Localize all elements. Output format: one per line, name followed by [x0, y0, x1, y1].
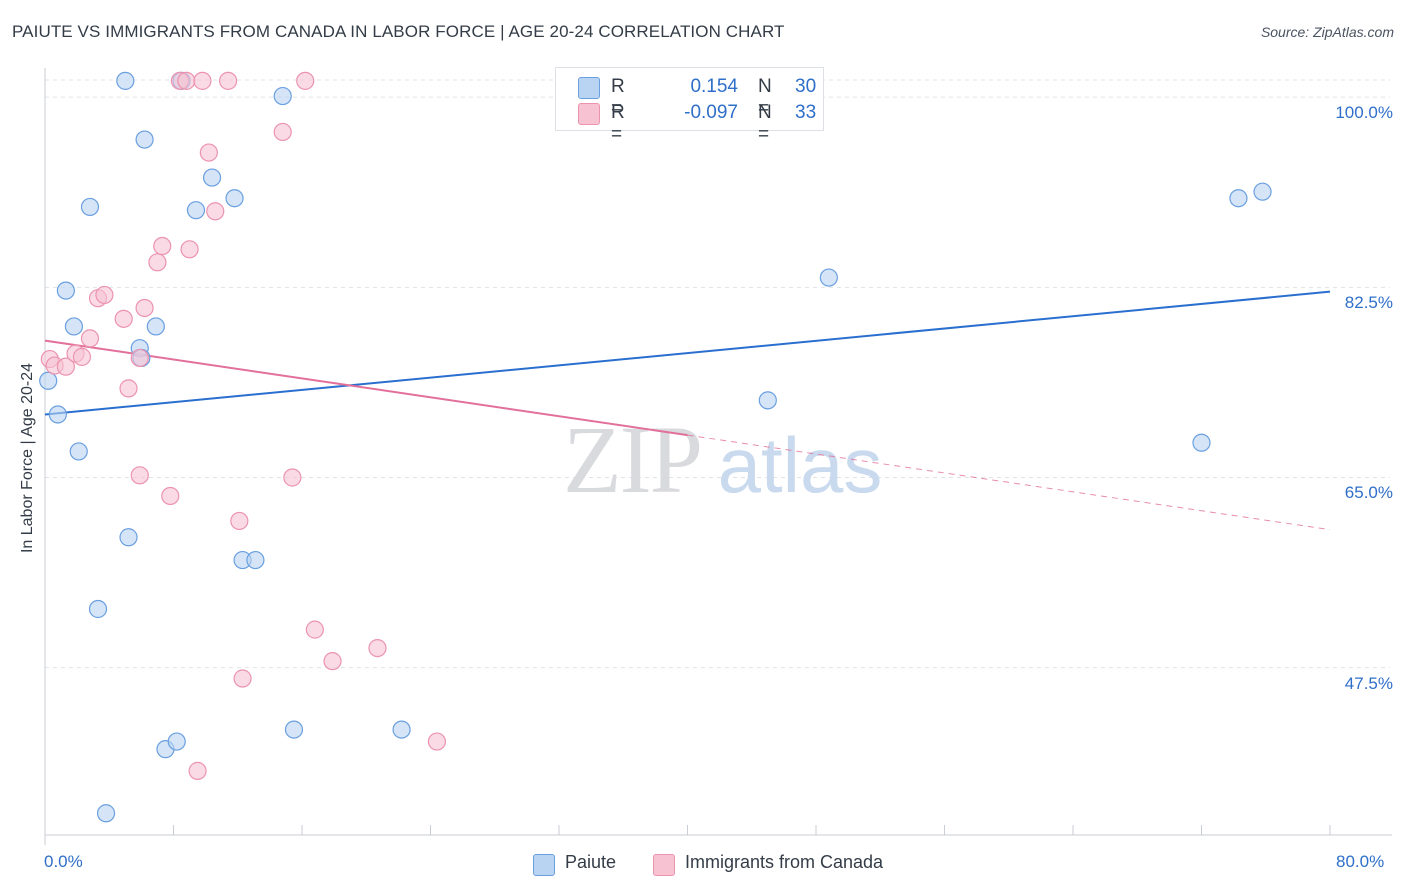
canada-swatch — [578, 103, 600, 125]
paiute-point[interactable] — [146, 317, 165, 336]
canada-point[interactable] — [56, 357, 75, 376]
r-label: R = — [611, 102, 625, 145]
canada-point[interactable] — [119, 379, 138, 398]
paiute-point[interactable] — [119, 528, 138, 547]
watermark: ZIP atlas — [563, 406, 882, 513]
trend-line-paiute — [44, 290, 1331, 416]
trend-lines — [44, 290, 1331, 531]
canada-point[interactable] — [130, 466, 149, 485]
canada-point[interactable] — [427, 732, 447, 751]
legend-label-paiute: Paiute — [565, 852, 617, 872]
canada-point[interactable] — [180, 240, 199, 259]
chart-title: PAIUTE VS IMMIGRANTS FROM CANADA IN LABO… — [12, 22, 785, 41]
trend-line-canada — [44, 339, 688, 437]
canada-swatch — [653, 854, 675, 876]
series-legend: Paiute Immigrants from Canada — [0, 852, 1406, 878]
y-tick-label: 65.0% — [1344, 483, 1393, 503]
canada-point[interactable] — [135, 298, 154, 318]
canada-point[interactable] — [153, 236, 172, 256]
n-value: 33 — [795, 102, 817, 123]
source-label: Source: ZipAtlas.com — [1260, 24, 1394, 40]
canada-point[interactable] — [148, 253, 167, 272]
paiute-point[interactable] — [56, 281, 75, 300]
paiute-point[interactable] — [392, 720, 411, 739]
axes — [44, 68, 1392, 845]
x-tick-label-min: 0.0% — [44, 852, 83, 871]
stats-legend: R = 0.154 N = 30 R = -0.097 N = 33 — [555, 67, 824, 145]
trend-line-canada-extension — [687, 434, 1331, 531]
paiute-point[interactable] — [284, 720, 304, 739]
paiute-point[interactable] — [202, 168, 222, 187]
n-label: N = — [758, 76, 772, 119]
paiute-point[interactable] — [1253, 182, 1272, 201]
canada-point[interactable] — [273, 122, 292, 142]
data-points — [39, 71, 1272, 823]
canada-point[interactable] — [193, 71, 212, 90]
paiute-point[interactable] — [246, 550, 265, 570]
paiute-point[interactable] — [167, 732, 186, 751]
canada-point[interactable] — [219, 71, 238, 90]
y-tick-label: 47.5% — [1344, 673, 1393, 693]
canada-point[interactable] — [206, 202, 225, 221]
canada-point[interactable] — [80, 329, 100, 348]
paiute-point[interactable] — [1229, 189, 1248, 208]
watermark-atlas: atlas — [718, 421, 883, 509]
canada-point[interactable] — [161, 486, 180, 506]
canada-point[interactable] — [230, 511, 249, 531]
y-tick-label: 82.5% — [1344, 293, 1393, 313]
paiute-point[interactable] — [225, 189, 244, 208]
paiute-point[interactable] — [48, 405, 67, 424]
paiute-point[interactable] — [135, 130, 154, 149]
canada-point[interactable] — [199, 143, 218, 162]
canada-point[interactable] — [177, 71, 196, 90]
paiute-swatch — [533, 854, 555, 876]
n-value: 30 — [795, 76, 817, 97]
canada-point[interactable] — [323, 652, 342, 671]
y-tick-label: 100.0% — [1335, 103, 1393, 123]
canada-point[interactable] — [72, 347, 92, 366]
paiute-point[interactable] — [819, 268, 838, 287]
watermark-zip: ZIP — [563, 406, 701, 513]
paiute-point[interactable] — [116, 71, 135, 90]
paiute-point[interactable] — [88, 599, 108, 619]
paiute-swatch — [578, 77, 600, 99]
paiute-point[interactable] — [64, 317, 84, 336]
paiute-point[interactable] — [186, 201, 206, 220]
canada-point[interactable] — [368, 638, 387, 658]
canada-point[interactable] — [233, 669, 252, 688]
canada-point[interactable] — [188, 761, 207, 780]
paiute-point[interactable] — [39, 371, 58, 390]
legend-label-canada: Immigrants from Canada — [685, 852, 884, 872]
grid-lines — [45, 79, 1390, 669]
paiute-point[interactable] — [1192, 433, 1211, 452]
canada-point[interactable] — [296, 71, 315, 90]
canada-point[interactable] — [130, 348, 149, 368]
paiute-point[interactable] — [758, 391, 777, 410]
n-label: N = — [758, 102, 772, 145]
canada-point[interactable] — [283, 468, 302, 487]
canada-point[interactable] — [305, 620, 324, 639]
canada-point[interactable] — [114, 309, 133, 328]
r-value: 0.154 — [690, 76, 738, 97]
x-tick-label-max: 80.0% — [1336, 852, 1385, 871]
canada-point[interactable] — [95, 285, 114, 305]
r-value: -0.097 — [684, 102, 738, 123]
paiute-point[interactable] — [96, 804, 116, 823]
paiute-point[interactable] — [80, 197, 100, 217]
y-axis-label: In Labor Force | Age 20-24 — [19, 362, 36, 554]
paiute-point[interactable] — [69, 442, 88, 461]
paiute-point[interactable] — [273, 86, 292, 106]
r-label: R = — [611, 76, 625, 119]
